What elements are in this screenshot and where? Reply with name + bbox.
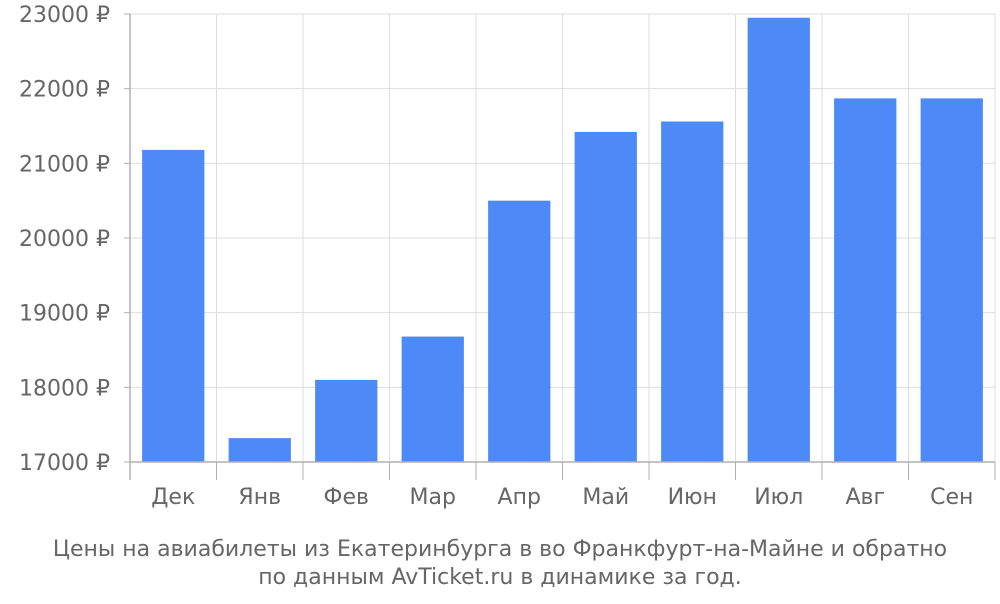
x-tick-label-4: Апр bbox=[498, 485, 541, 510]
bars-group bbox=[142, 17, 983, 463]
chart-caption-line-1: Цены на авиабилеты из Екатеринбурга в во… bbox=[53, 537, 947, 562]
x-tick-label-5: Май bbox=[582, 485, 629, 510]
x-tick-label-1: Янв bbox=[238, 485, 281, 510]
y-tick-label-4: 21000 ₽ bbox=[19, 152, 110, 177]
y-tick-label-3: 20000 ₽ bbox=[19, 227, 110, 252]
bar-2 bbox=[315, 379, 378, 462]
bar-0 bbox=[142, 149, 205, 463]
y-tick-label-2: 19000 ₽ bbox=[19, 302, 110, 327]
bar-3 bbox=[401, 336, 464, 462]
x-tick-label-2: Фев bbox=[324, 485, 369, 510]
y-tick-label-1: 18000 ₽ bbox=[19, 376, 110, 401]
x-tick-label-8: Авг bbox=[845, 485, 885, 510]
x-tick-label-7: Июл bbox=[754, 485, 803, 510]
y-tick-label-6: 23000 ₽ bbox=[19, 3, 110, 28]
bar-6 bbox=[661, 121, 724, 463]
x-tick-label-0: Дек bbox=[151, 485, 195, 510]
chart-caption-line-2: по данным AvTicket.ru в динамике за год. bbox=[258, 565, 742, 590]
axes-group bbox=[124, 13, 996, 480]
x-tick-labels: Дек Янв Фев Мар Апр Май Июн Июл Авг Сен bbox=[151, 485, 973, 510]
grid-lines bbox=[130, 13, 996, 463]
x-tick-label-9: Сен bbox=[930, 485, 973, 510]
y-tick-labels: 17000 ₽ 18000 ₽ 19000 ₽ 20000 ₽ 21000 ₽ 22000… bbox=[19, 3, 110, 476]
bar-4 bbox=[488, 200, 551, 462]
y-tick-label-0: 17000 ₽ bbox=[19, 451, 110, 476]
x-tick-label-6: Июн bbox=[668, 485, 717, 510]
y-tick-label-5: 22000 ₽ bbox=[19, 78, 110, 103]
x-tick-label-3: Мар bbox=[410, 485, 456, 510]
bar-7 bbox=[747, 17, 810, 462]
bar-1 bbox=[228, 438, 291, 462]
bar-9 bbox=[920, 98, 983, 462]
bar-8 bbox=[834, 98, 897, 462]
bar-5 bbox=[574, 131, 637, 462]
